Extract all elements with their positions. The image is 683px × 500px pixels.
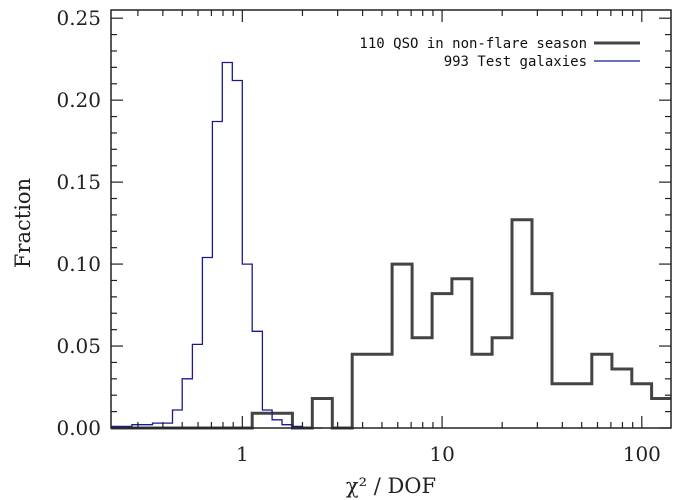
x-tick-label-2: 100 bbox=[623, 442, 661, 466]
x-tick-label-0: 1 bbox=[236, 442, 249, 466]
y-tick-label-1: 0.05 bbox=[56, 334, 101, 358]
ticks-layer: 1 10 100 0.00 0.05 0.10 0.15 0.20 0.25 bbox=[56, 6, 671, 466]
y-tick-label-0: 0.00 bbox=[56, 416, 101, 440]
y-tick-label-3: 0.15 bbox=[56, 170, 101, 194]
series-line-1 bbox=[111, 61, 323, 429]
series-layer bbox=[111, 61, 671, 430]
y-tick-label-2: 0.10 bbox=[56, 252, 101, 276]
legend: 110 QSO in non-flare season 993 Test gal… bbox=[359, 36, 640, 70]
x-axis-label: χ² / DOF bbox=[346, 474, 436, 498]
legend-label-qso: 110 QSO in non-flare season bbox=[359, 36, 587, 52]
plot-frame bbox=[110, 9, 672, 429]
y-tick-label-4: 0.20 bbox=[56, 88, 101, 112]
y-tick-label-5: 0.25 bbox=[56, 6, 101, 30]
series-line-0 bbox=[111, 218, 671, 430]
x-tick-label-1: 10 bbox=[429, 442, 454, 466]
legend-label-galaxies: 993 Test galaxies bbox=[444, 54, 587, 70]
y-axis-label: Fraction bbox=[11, 178, 35, 268]
